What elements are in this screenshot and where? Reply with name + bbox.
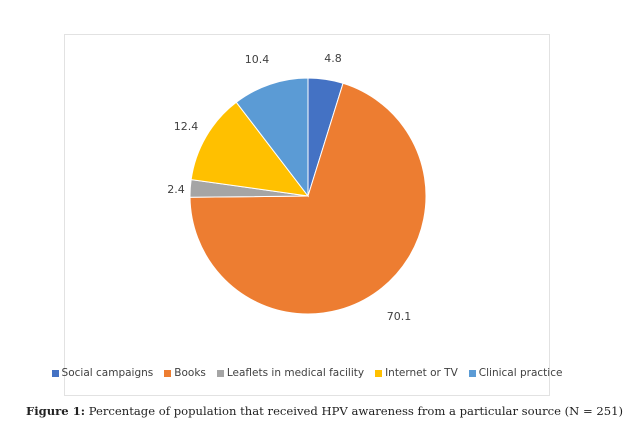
legend-swatch	[468, 369, 476, 377]
legend-label: Books	[174, 367, 206, 379]
pie-label-internet-or-tv: 12.4	[174, 120, 199, 133]
legend-item-social-campaigns: Social campaigns	[51, 367, 154, 379]
figure-caption-text: Percentage of population that received H…	[88, 404, 624, 418]
legend-item-leaflets-in-medical-facility: Leaflets in medical facility	[216, 367, 365, 379]
legend-label: Leaflets in medical facility	[226, 367, 365, 379]
legend-label: Social campaigns	[61, 367, 154, 379]
figure-caption-label: Figure 1:	[26, 404, 86, 418]
legend-label: Clinical practice	[478, 367, 563, 379]
pie-label-leaflets-in-medical-facility: 2.4	[167, 183, 185, 196]
pie-labels: 4.8 70.1 2.4 12.4 10.4	[167, 52, 411, 323]
legend-item-internet-or-tv: Internet or TV	[375, 367, 458, 379]
legend-swatch	[51, 369, 59, 377]
pie-slice-internet-or-tv	[190, 101, 310, 197]
pie-slice-books	[189, 82, 427, 315]
legend-swatch	[375, 369, 383, 377]
figure-caption: Figure 1: Percentage of population that …	[26, 404, 623, 418]
chart-legend: Social campaigns Books Leaflets in medical…	[51, 367, 562, 379]
legend-item-books: Books	[164, 367, 206, 379]
pie-label-books: 70.1	[387, 310, 412, 323]
pie-slices	[189, 77, 427, 315]
pie-slice-clinical-practice	[235, 77, 309, 198]
legend-item-clinical-practice: Clinical practice	[468, 367, 563, 379]
legend-swatch	[164, 369, 172, 377]
legend-label: Internet or TV	[385, 367, 458, 379]
pie-label-social-campaigns: 4.8	[324, 52, 342, 65]
legend-swatch	[216, 369, 224, 377]
pie-label-clinical-practice: 10.4	[245, 53, 270, 66]
